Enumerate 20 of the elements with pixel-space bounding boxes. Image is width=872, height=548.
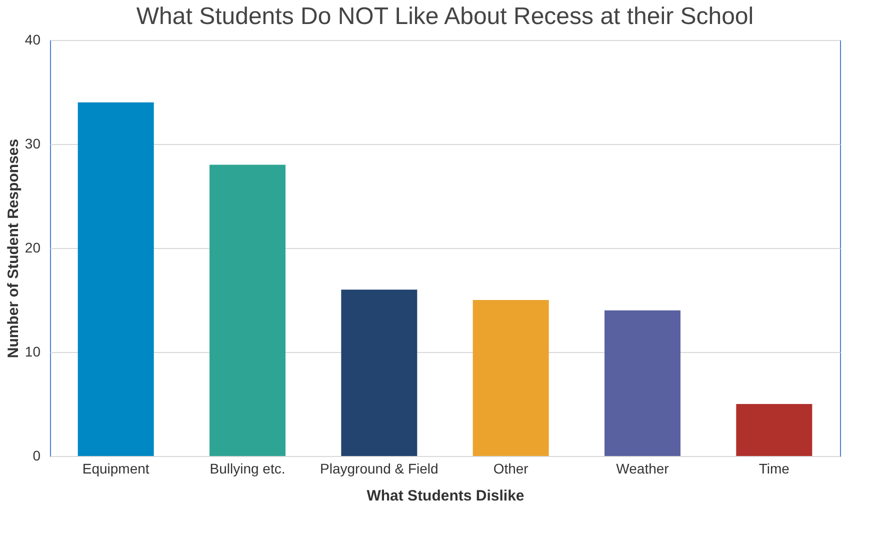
x-axis-title: What Students Dislike [366,488,524,504]
bar [472,300,549,456]
y-tick-label: 10 [24,344,41,360]
y-tick-label: 0 [32,448,41,464]
y-tick-label: 30 [24,136,41,152]
bar [210,164,286,456]
bar [736,404,812,456]
x-tick-label: Other [493,460,529,476]
y-tick-label: 20 [24,240,41,256]
bar [604,310,680,456]
bar [341,290,418,456]
x-tick-label: Time [758,460,790,476]
x-tick-label: Weather [616,460,670,476]
x-tick-label: Bullying etc. [210,460,286,476]
x-tick-label: Playground & Field [320,460,438,476]
x-tick-label: Equipment [82,460,150,476]
y-tick-label: 40 [24,32,41,48]
y-axis-title: Number of Student Responses [4,138,22,358]
bar [78,102,154,456]
chart-title: What Students Do NOT Like About Recess at their School [136,3,754,30]
